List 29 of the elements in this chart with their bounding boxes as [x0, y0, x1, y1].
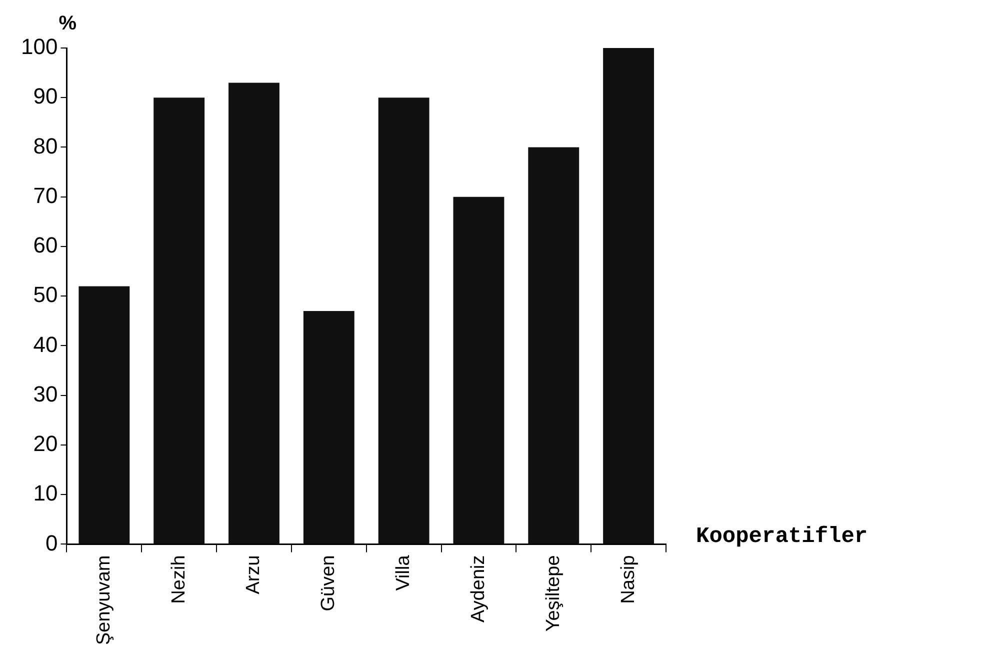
bar [154, 98, 205, 544]
y-tick-label: 60 [33, 232, 58, 258]
x-tick-label: Villa [393, 554, 414, 591]
x-tick-label: Güven [318, 555, 340, 612]
y-tick-label: 30 [33, 381, 58, 406]
x-tick-label: Aydeniz [468, 555, 489, 622]
y-tick-label: 10 [33, 480, 58, 506]
x-axis-title: Kooperatifler [696, 524, 868, 549]
x-tick-label: Yeşiltepe [542, 555, 564, 632]
y-tick-label: 70 [33, 182, 58, 208]
bar [453, 196, 504, 544]
bar [228, 82, 280, 544]
y-axis-title: % [58, 12, 77, 35]
x-tick-label: Nasip [618, 555, 639, 604]
bar [603, 48, 654, 544]
bar [303, 311, 354, 544]
y-tick-label: 90 [33, 84, 58, 109]
bar [528, 147, 580, 544]
x-tick-label: Şenyuvam [93, 555, 114, 646]
bar [378, 98, 430, 544]
x-tick-label: Arzu [243, 555, 264, 594]
x-tick-label: Nezih [168, 555, 190, 604]
y-tick-label: 50 [33, 282, 58, 308]
y-tick-label: 80 [33, 133, 58, 158]
y-tick-label: 100 [20, 34, 58, 60]
bar [78, 286, 130, 544]
y-tick-label: 0 [45, 530, 58, 556]
y-tick-label: 40 [33, 332, 58, 357]
y-tick-label: 20 [33, 431, 58, 456]
